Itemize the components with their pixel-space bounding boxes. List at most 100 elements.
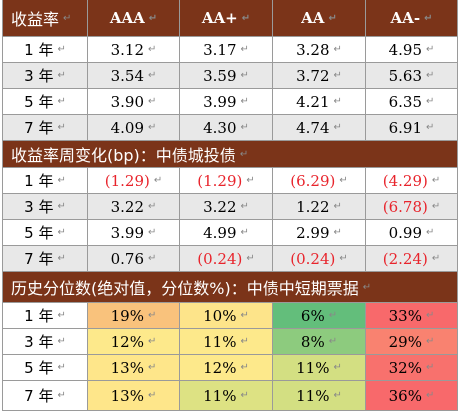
cell-mark: ↵ <box>240 70 249 81</box>
cell-mark: ↵ <box>148 201 157 212</box>
value-cell: 10% ↵ <box>180 303 273 329</box>
cell-mark: ↵ <box>148 96 157 107</box>
cell-mark: ↵ <box>148 227 157 238</box>
cell-mark: ↵ <box>57 122 66 133</box>
value-cell: 3.22 ↵ <box>180 194 273 220</box>
value-cell: (4.29) ↵ <box>366 168 458 194</box>
value-cell: 6.91 ↵ <box>366 115 458 141</box>
cell-value: 3.28 <box>296 40 330 59</box>
cell-mark: ↵ <box>148 253 157 264</box>
header-cell: AAA ↵ <box>88 0 180 37</box>
cell-value: 3.72 <box>296 66 330 85</box>
value-cell: 2.99 ↵ <box>273 220 366 246</box>
cell-mark: ↵ <box>241 12 251 24</box>
value-cell: 4.74 ↵ <box>273 115 366 141</box>
table-row: 7 年 ↵ 0.76 ↵ (0.24) ↵ (0.24) ↵ (2.24) ↵ <box>2 246 458 272</box>
header-cell: AA ↵ <box>273 0 366 37</box>
value-cell: 3.28 ↵ <box>273 37 366 63</box>
cell-mark: ↵ <box>240 96 249 107</box>
row-label: 5 年 <box>24 93 54 111</box>
value-cell: 3.12 ↵ <box>88 37 180 63</box>
cell-mark: ↵ <box>328 310 338 321</box>
value-cell: 3.59 ↵ <box>180 63 273 89</box>
cell-mark: ↵ <box>57 336 66 347</box>
cell-value: 0.76 <box>110 249 144 268</box>
cell-mark: ↵ <box>425 362 435 373</box>
cell-mark: ↵ <box>63 12 72 24</box>
row-label-cell: 1 年 ↵ <box>2 37 88 63</box>
cell-value: 11% <box>296 358 330 377</box>
cell-mark: ↵ <box>333 70 342 81</box>
cell-value: (4.29) <box>382 171 428 190</box>
cell-mark: ↵ <box>239 148 249 160</box>
value-cell: 3.99 ↵ <box>180 89 273 115</box>
cell-mark: ↵ <box>339 253 348 264</box>
percentile-section-title: 历史分位数(绝对值，分位数%)：中债中短期票据 ↵ <box>2 272 458 303</box>
table-row: 3 年 ↵ 3.22 ↵ 3.22 ↵ 1.22 ↵ (6.78) ↵ <box>2 194 458 220</box>
cell-value: 10% <box>203 306 237 325</box>
cell-mark: ↵ <box>333 122 342 133</box>
value-cell: 29% ↵ <box>366 329 458 355</box>
column-header: AA <box>301 9 325 27</box>
table-row: 3 年 ↵ 12% ↵ 11% ↵ 8% ↵ 29% ↵ <box>2 329 458 355</box>
cell-mark: ↵ <box>425 336 435 347</box>
table-row: 1 年 ↵ 19% ↵ 10% ↵ 6% ↵ 33% ↵ <box>2 303 458 329</box>
cell-mark: ↵ <box>431 201 441 212</box>
header-cell: AA- ↵ <box>366 0 458 37</box>
row-label: 7 年 <box>24 387 54 405</box>
cell-value: (0.24) <box>290 249 336 268</box>
value-cell: (2.24) ↵ <box>366 246 458 272</box>
cell-value: 5.63 <box>388 66 422 85</box>
table-header-row: 收益率 ↵ AAA ↵ AA+ ↵ AA ↵ AA- ↵ <box>2 0 458 37</box>
value-cell: 13% ↵ <box>88 355 180 381</box>
cell-value: 4.95 <box>388 40 422 59</box>
row-label: 1 年 <box>24 41 54 59</box>
cell-mark: ↵ <box>362 281 372 293</box>
header-cell: AA+ ↵ <box>180 0 273 37</box>
cell-value: 3.99 <box>110 223 144 242</box>
cell-mark: ↵ <box>246 175 255 186</box>
value-cell: 3.17 ↵ <box>180 37 273 63</box>
row-label: 5 年 <box>24 224 54 242</box>
cell-mark: ↵ <box>57 96 66 107</box>
value-cell: 4.21 ↵ <box>273 89 366 115</box>
cell-value: (1.29) <box>104 171 150 190</box>
row-label-cell: 3 年 ↵ <box>2 329 88 355</box>
value-cell: (6.78) ↵ <box>366 194 458 220</box>
cell-value: 3.22 <box>110 197 144 216</box>
cell-mark: ↵ <box>148 12 158 24</box>
weekly-change-section-title: 收益率周变化(bp)：中债城投债 ↵ <box>2 141 458 168</box>
value-cell: 3.72 ↵ <box>273 63 366 89</box>
value-cell: 0.99 ↵ <box>366 220 458 246</box>
value-cell: 12% ↵ <box>88 329 180 355</box>
cell-value: 36% <box>388 386 422 405</box>
table-row: 5 年 ↵ 13% ↵ 12% ↵ 11% ↵ 32% ↵ <box>2 355 458 381</box>
cell-value: 11% <box>203 332 237 351</box>
row-label-cell: 7 年 ↵ <box>2 246 88 272</box>
cell-mark: ↵ <box>333 227 342 238</box>
cell-value: 0.99 <box>388 223 422 242</box>
row-label-cell: 1 年 ↵ <box>2 303 88 329</box>
column-header: AAA <box>109 9 145 27</box>
cell-value: 4.21 <box>296 92 330 111</box>
value-cell: (1.29) ↵ <box>88 168 180 194</box>
table-row: 1 年 ↵ (1.29) ↵ (1.29) ↵ (6.29) ↵ (4.29) ↵ <box>2 168 458 194</box>
row-label-cell: 5 年 ↵ <box>2 355 88 381</box>
table-row: 5 年 ↵ 3.99 ↵ 4.99 ↵ 2.99 ↵ 0.99 ↵ <box>2 220 458 246</box>
value-cell: (1.29) ↵ <box>180 168 273 194</box>
row-label: 3 年 <box>24 333 54 351</box>
cell-mark: ↵ <box>240 44 249 55</box>
cell-value: 11% <box>296 386 330 405</box>
value-cell: 3.54 ↵ <box>88 63 180 89</box>
cell-value: (6.78) <box>382 197 428 216</box>
cell-mark: ↵ <box>148 122 157 133</box>
cell-value: 8% <box>300 332 325 351</box>
cell-mark: ↵ <box>431 253 441 264</box>
section-title-text: 收益率周变化(bp)：中债城投债 <box>11 146 236 165</box>
value-cell: 4.30 ↵ <box>180 115 273 141</box>
cell-mark: ↵ <box>426 44 435 55</box>
cell-mark: ↵ <box>148 44 157 55</box>
cell-value: 12% <box>110 332 144 351</box>
cell-value: 6% <box>300 306 325 325</box>
row-label: 1 年 <box>24 307 54 325</box>
